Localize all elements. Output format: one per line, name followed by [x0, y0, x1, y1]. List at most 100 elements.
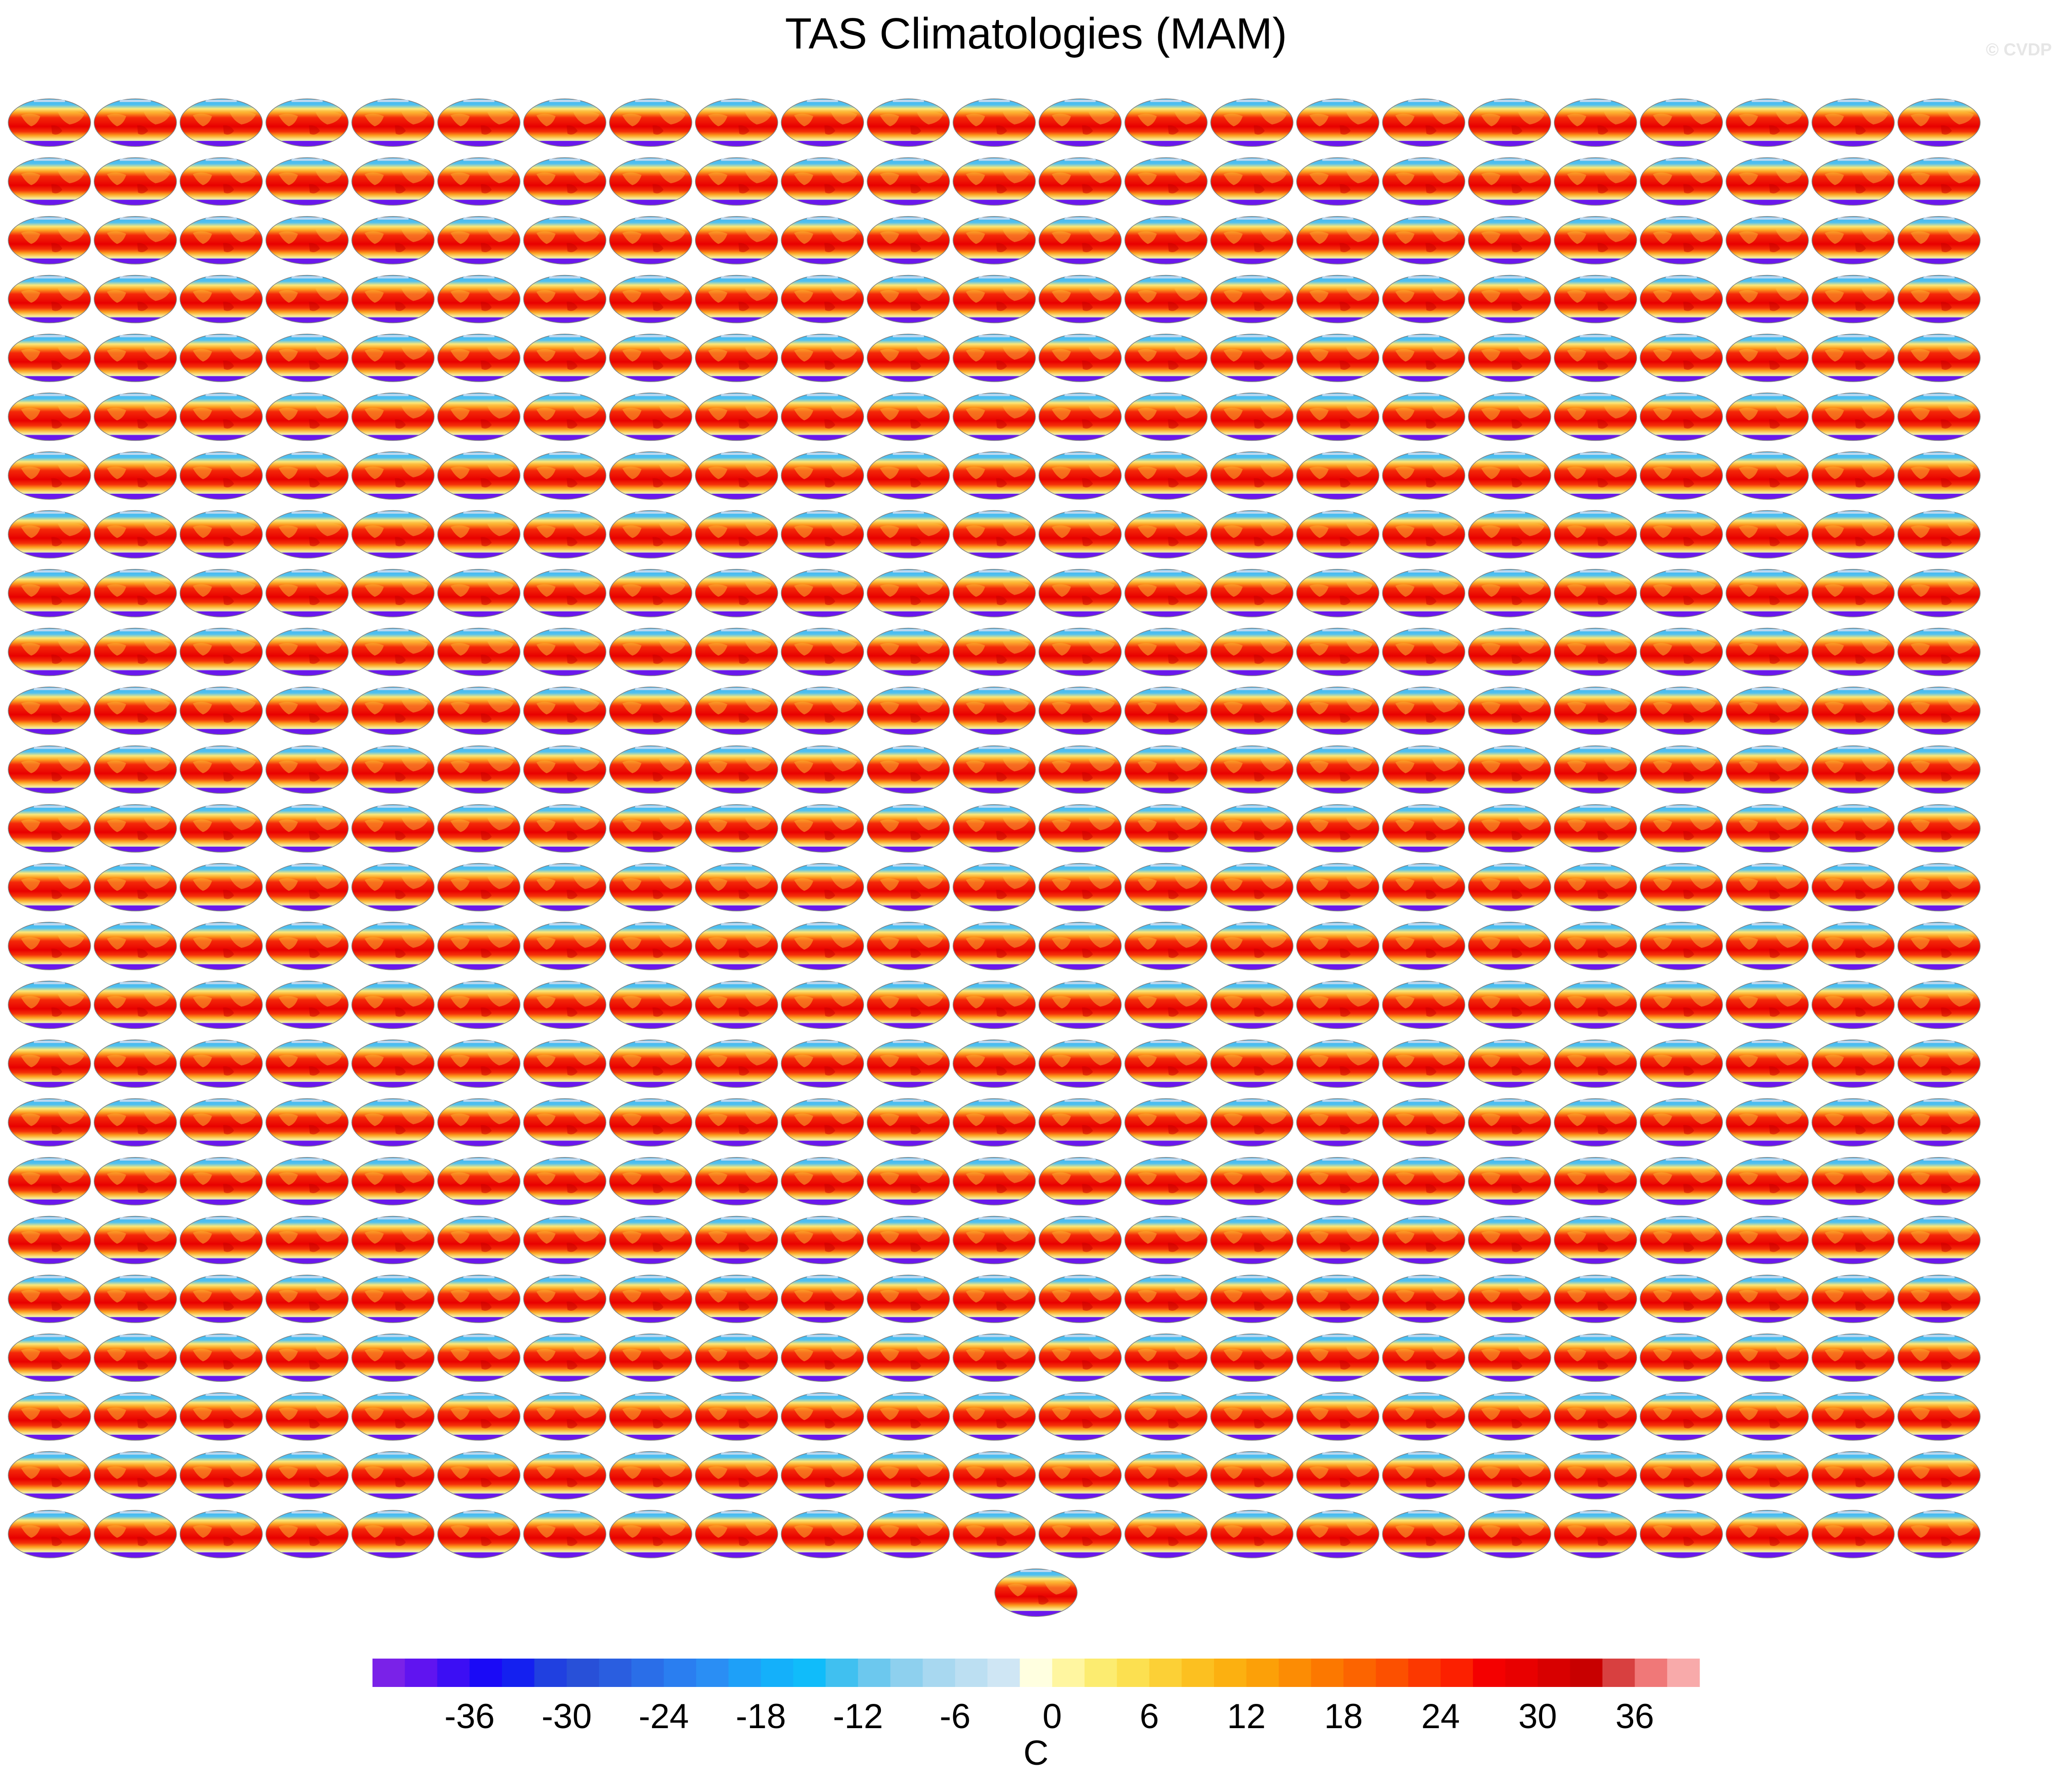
map-panel	[952, 451, 1036, 500]
map-panel	[1725, 1509, 1809, 1559]
map-panel	[1468, 863, 1552, 912]
map-panel	[952, 863, 1036, 912]
map-panel	[1554, 392, 1638, 442]
colorbar-box	[728, 1659, 761, 1687]
map-panel	[952, 921, 1036, 971]
map-panel	[1296, 627, 1380, 677]
map-panel	[7, 1333, 92, 1383]
map-panel	[265, 1392, 349, 1441]
map-panel	[1296, 157, 1380, 206]
map-panel	[1210, 1216, 1294, 1265]
map-panel	[866, 1509, 950, 1559]
map-panel	[1296, 568, 1380, 618]
map-panel	[7, 1098, 92, 1147]
colorbar-tick-label: -30	[541, 1697, 592, 1736]
map-panel	[1639, 1216, 1723, 1265]
map-panel	[265, 451, 349, 500]
map-panel	[93, 333, 178, 383]
map-panel	[1811, 627, 1895, 677]
map-panel	[265, 1098, 349, 1147]
map-panel	[93, 275, 178, 324]
map-panel	[1639, 1098, 1723, 1147]
map-panel	[780, 98, 864, 147]
map-panel	[1897, 1392, 1981, 1441]
map-panel	[351, 1039, 435, 1088]
map-panel	[1038, 1274, 1122, 1324]
map-panel	[1639, 510, 1723, 559]
map-panel	[1897, 510, 1981, 559]
map-panel	[780, 1039, 864, 1088]
map-panel	[1468, 1451, 1552, 1500]
colorbar-box	[1570, 1659, 1603, 1687]
map-panel	[866, 216, 950, 265]
map-panel	[1210, 216, 1294, 265]
map-panel	[1210, 863, 1294, 912]
map-panel	[1381, 1274, 1466, 1324]
map-panel	[1554, 275, 1638, 324]
map-panel	[1468, 1274, 1552, 1324]
map-panel	[1038, 1451, 1122, 1500]
map-panel	[1725, 216, 1809, 265]
map-panel	[1554, 1039, 1638, 1088]
map-panel	[7, 1509, 92, 1559]
map-panel	[1124, 980, 1208, 1030]
map-panel	[1038, 333, 1122, 383]
map-panel	[265, 1157, 349, 1206]
map-panel	[1381, 216, 1466, 265]
map-panel	[7, 333, 92, 383]
map-panel	[523, 98, 607, 147]
map-panel	[1725, 863, 1809, 912]
map-panel	[1210, 1274, 1294, 1324]
map-panel	[93, 745, 178, 795]
map-panel	[1381, 921, 1466, 971]
map-panel	[437, 157, 521, 206]
map-panel	[1124, 216, 1208, 265]
map-panel	[1725, 1039, 1809, 1088]
map-panel	[1038, 157, 1122, 206]
map-panel	[695, 333, 779, 383]
map-panel	[1554, 1392, 1638, 1441]
map-panel	[1554, 157, 1638, 206]
map-panel	[1639, 1333, 1723, 1383]
colorbar-box	[1343, 1659, 1376, 1687]
map-panel	[1468, 627, 1552, 677]
map-panel	[1210, 980, 1294, 1030]
map-panel	[1210, 451, 1294, 500]
map-panel	[1468, 216, 1552, 265]
map-panel	[1381, 333, 1466, 383]
colorbar-box	[1635, 1659, 1667, 1687]
map-panel	[7, 1392, 92, 1441]
map-panel	[1897, 804, 1981, 853]
map-panel	[695, 745, 779, 795]
map-panel	[1554, 745, 1638, 795]
map-panel	[265, 98, 349, 147]
map-panel	[1210, 157, 1294, 206]
map-panel	[1210, 1157, 1294, 1206]
map-panel	[609, 804, 693, 853]
map-panel	[695, 1333, 779, 1383]
map-panel	[179, 921, 263, 971]
map-panel	[1038, 1157, 1122, 1206]
map-panel	[351, 1274, 435, 1324]
map-panel	[695, 1392, 779, 1441]
map-panel	[1725, 392, 1809, 442]
map-panel	[695, 1451, 779, 1500]
map-panel	[1811, 1392, 1895, 1441]
map-panel	[1210, 1039, 1294, 1088]
map-panel	[1554, 510, 1638, 559]
map-panel	[1554, 98, 1638, 147]
map-panel	[523, 686, 607, 735]
map-panel	[695, 804, 779, 853]
map-panel	[351, 157, 435, 206]
map-panel	[1468, 451, 1552, 500]
map-panel	[1296, 804, 1380, 853]
map-panel	[1038, 1039, 1122, 1088]
map-panel	[7, 451, 92, 500]
map-panel	[1554, 1098, 1638, 1147]
map-panel	[1468, 1157, 1552, 1206]
map-panel	[93, 1098, 178, 1147]
map-panel	[7, 980, 92, 1030]
map-panel	[179, 1039, 263, 1088]
map-panel	[1725, 98, 1809, 147]
map-panel	[93, 1509, 178, 1559]
